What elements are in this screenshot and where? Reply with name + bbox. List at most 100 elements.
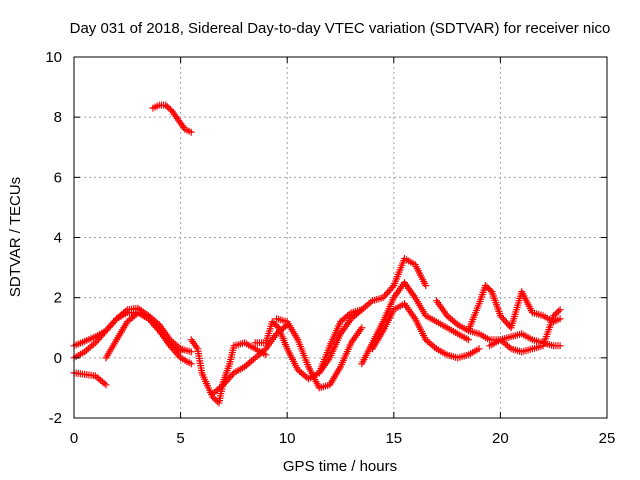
data-point-marker [270,319,278,327]
data-point-marker [100,328,108,336]
data-point-marker [381,292,389,300]
data-point-marker [485,285,493,293]
data-point-marker [475,345,483,353]
data-point-marker [379,294,387,302]
data-point-marker [172,349,180,357]
data-point-marker [385,287,393,295]
y-tick-label: 2 [54,290,62,307]
data-point-marker [148,318,156,326]
data-point-marker [222,377,230,385]
data-point-marker [382,290,390,298]
series-arc-14 [464,327,564,350]
data-point-marker [154,325,162,333]
data-point-marker [464,336,472,344]
x-axis-label: GPS time / hours [283,458,397,475]
series-arc-5 [149,101,195,136]
data-point-marker [163,103,171,111]
data-point-marker [151,322,159,330]
data-point-marker [212,396,220,404]
data-point-marker [556,315,564,323]
data-point-marker [187,128,195,136]
data-point-marker [225,374,233,382]
data-point-marker [273,322,281,330]
data-point-marker [504,320,512,328]
data-point-marker [152,323,160,331]
data-point-marker [221,379,229,387]
data-point-marker [94,335,102,343]
y-tick-label: 6 [54,169,62,186]
chart-title: Day 031 of 2018, Sidereal Day-to-day VTE… [70,20,611,37]
data-point-marker [268,318,276,326]
data-point-marker [107,322,115,330]
data-point-marker [111,316,119,324]
data-point-marker [556,342,564,350]
x-tick-label: 15 [385,430,402,447]
data-point-marker [187,348,195,356]
data-point-marker [162,101,170,109]
data-point-marker [553,309,561,317]
x-tick-label: 20 [492,430,509,447]
ticks-layer: 0 5 10 15 20 25 -2 0 2 4 6 8 10 [45,49,615,447]
data-point-marker [384,289,392,297]
data-point-marker [481,282,489,290]
data-point-marker [104,325,112,333]
series-arc-7 [209,321,291,398]
data-point-marker [224,376,232,384]
data-point-marker [550,312,558,320]
marks-layer [70,101,564,407]
data-point-marker [102,327,110,335]
x-tick-label: 0 [70,430,78,447]
data-point-marker [166,342,174,350]
data-point-marker [358,324,366,332]
data-point-marker [499,315,507,323]
data-point-marker [97,332,105,340]
data-point-marker [502,319,510,327]
series-arc-6 [187,336,270,407]
data-point-marker [145,315,153,323]
data-point-marker [227,372,235,380]
data-point-marker [110,318,118,326]
data-point-marker [165,104,173,112]
series-arc-10 [315,255,430,377]
data-point-marker [498,313,506,321]
y-axis-label: SDTVAR / TECUs [7,177,24,297]
y-tick-label: -2 [49,410,62,427]
series-arc-1 [70,369,110,389]
x-tick-label: 5 [176,430,184,447]
data-point-marker [556,306,564,314]
data-point-marker [93,337,101,345]
data-point-marker [167,344,175,352]
y-tick-label: 10 [45,49,62,66]
series-arc-9 [273,315,366,392]
y-tick-label: 8 [54,109,62,126]
data-point-marker [387,285,395,293]
data-point-marker [228,371,236,379]
grid-layer [74,57,607,418]
series-arc-4 [102,309,195,368]
data-point-marker [91,339,99,347]
data-point-marker [169,345,177,353]
series-arc-15 [486,306,564,356]
data-point-marker [175,352,183,360]
data-point-marker [422,282,430,290]
data-point-marker [483,283,491,291]
data-point-marker [171,347,179,355]
data-point-marker [96,334,104,342]
x-tick-label: 25 [599,430,616,447]
y-tick-label: 0 [54,350,62,367]
series-arc-13 [432,282,564,335]
x-tick-label: 10 [279,430,296,447]
series-arc-12 [368,300,483,362]
data-point-marker [496,312,504,320]
data-point-marker [271,321,279,329]
data-point-marker [551,310,559,318]
data-point-marker [108,320,116,328]
data-point-marker [146,316,154,324]
data-point-marker [187,360,195,368]
data-point-marker [554,307,562,315]
data-point-marker [262,351,270,359]
data-point-marker [388,283,396,291]
data-point-marker [219,381,227,389]
y-tick-label: 4 [54,230,62,247]
